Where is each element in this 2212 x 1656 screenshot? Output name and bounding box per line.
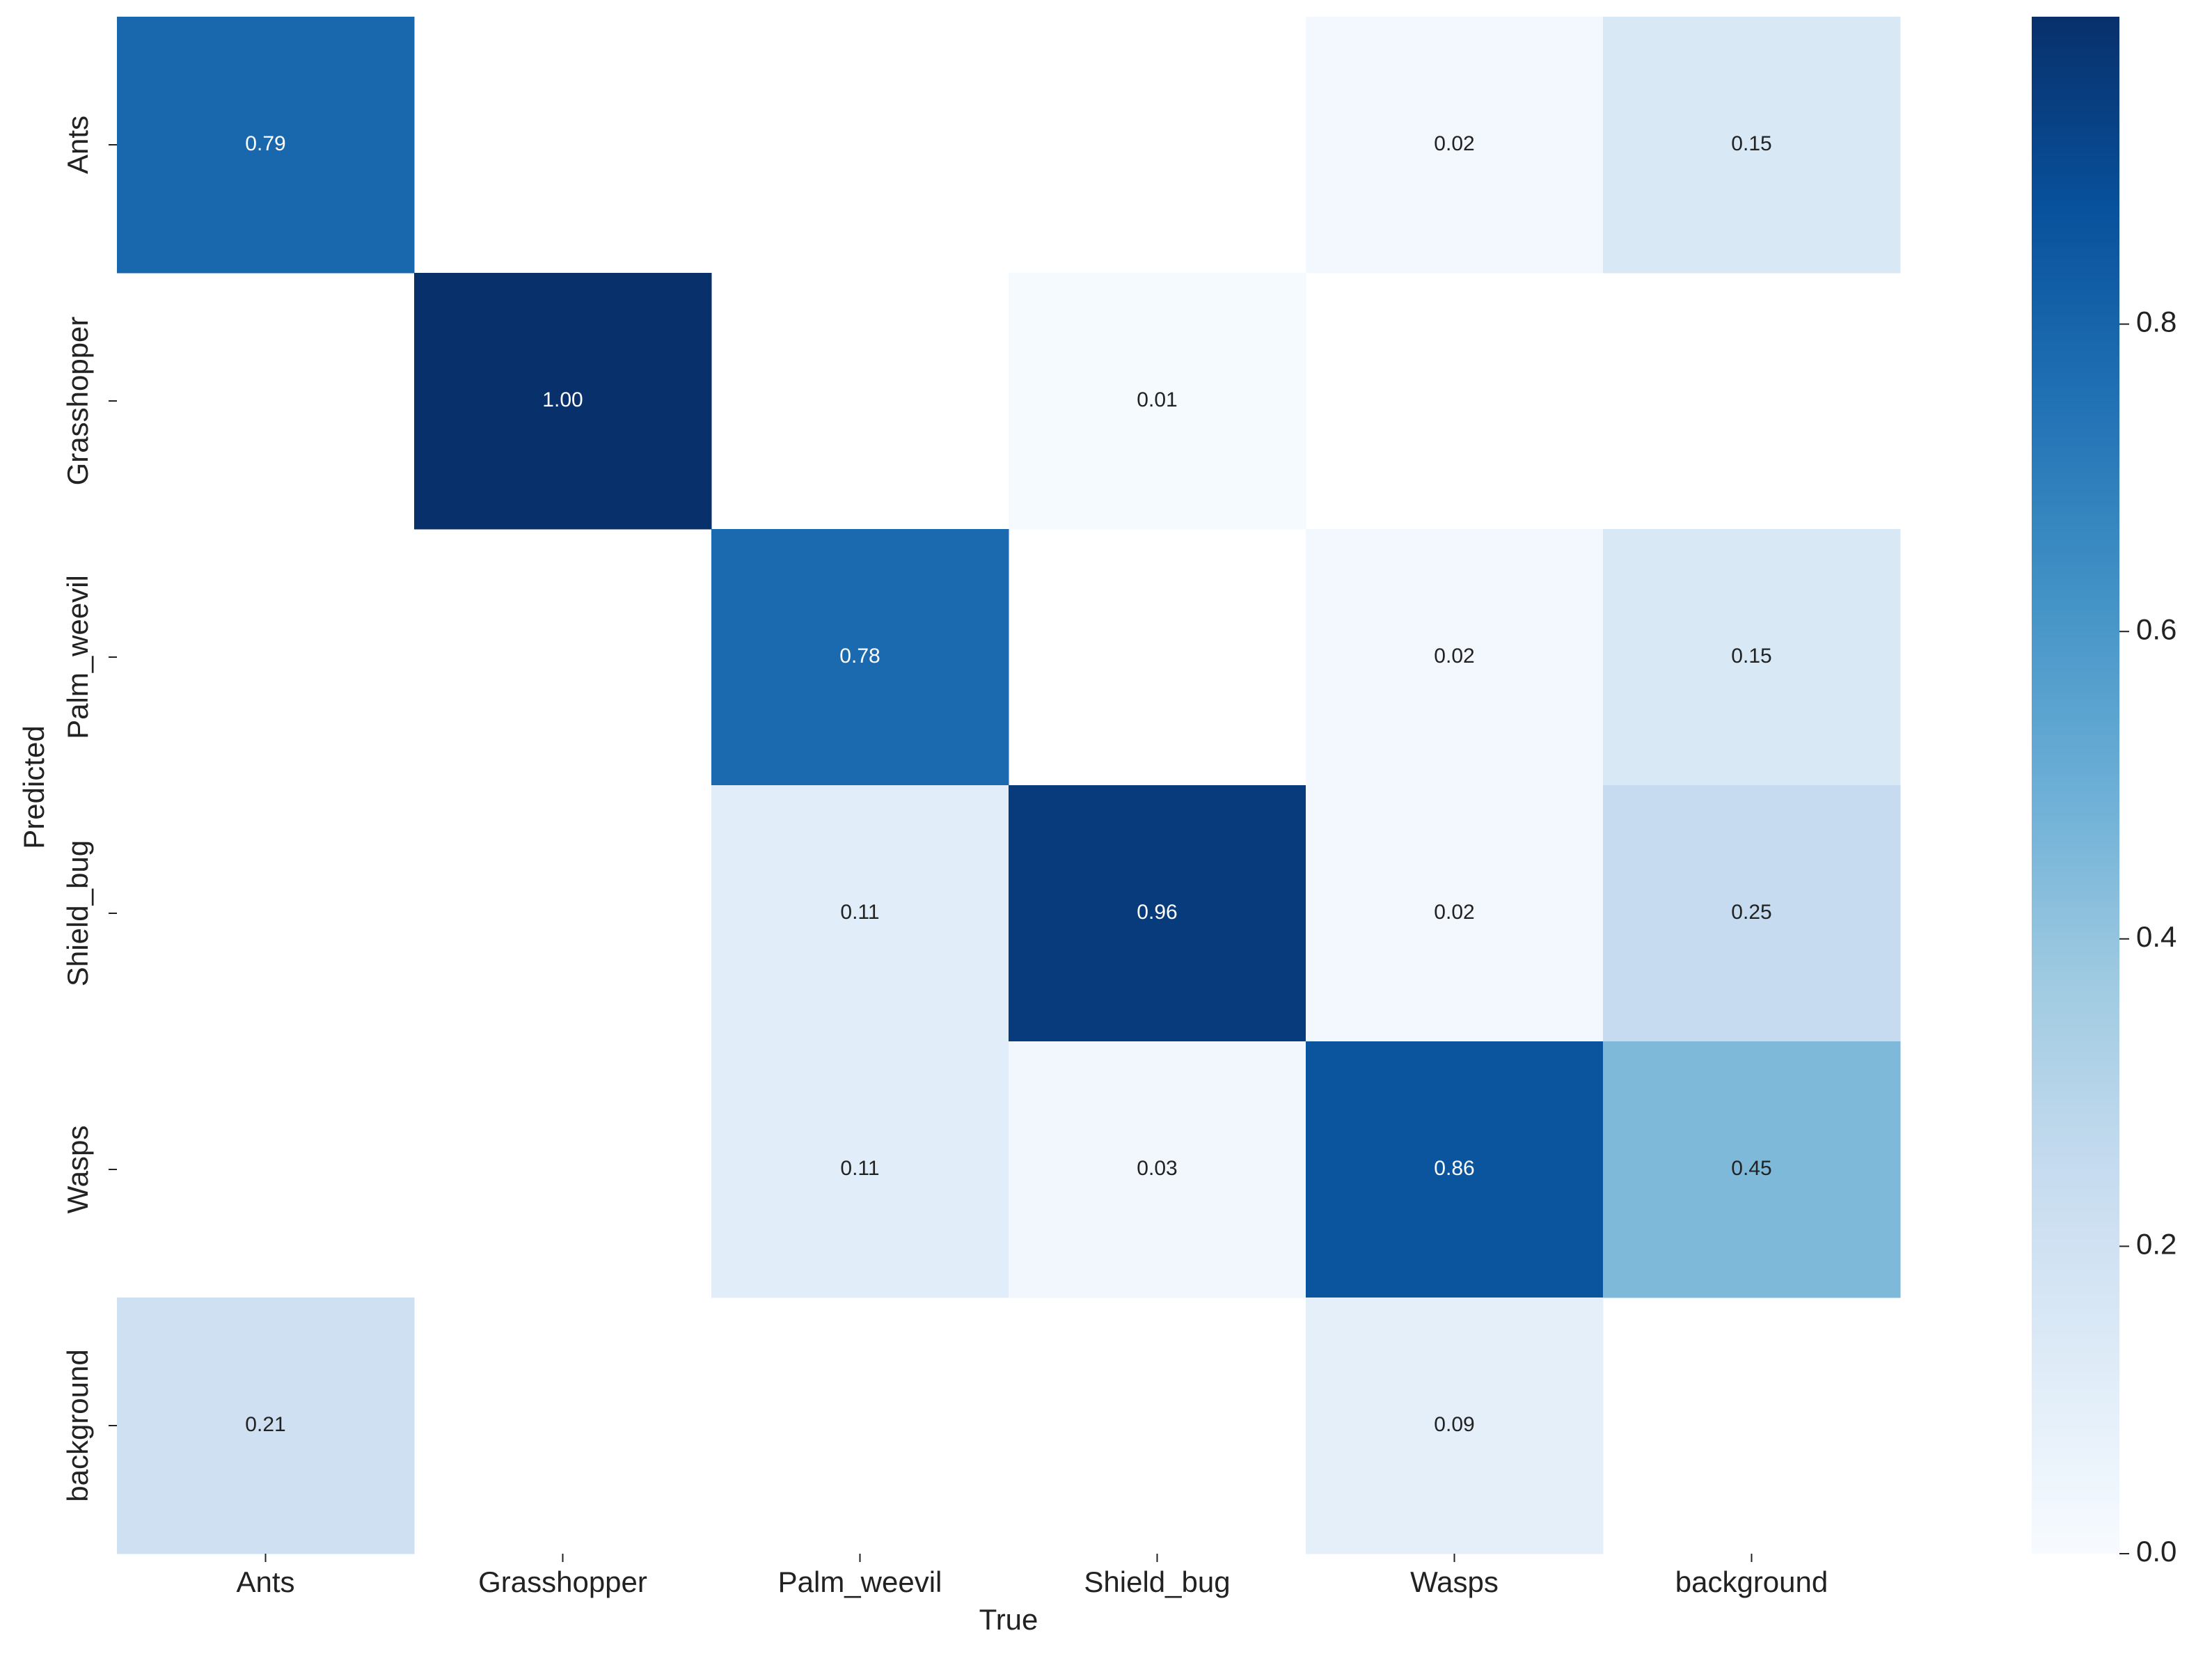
colorbar-tick-label: 0.4 — [2136, 920, 2177, 953]
cell-label: 0.86 — [1434, 1157, 1474, 1180]
cell-label: 0.25 — [1731, 901, 1771, 924]
cell-label: 0.15 — [1731, 132, 1771, 155]
y-tick-label: Shield_bug — [61, 840, 94, 986]
cell-label: 0.03 — [1137, 1157, 1177, 1180]
heatmap-cell — [117, 1298, 415, 1554]
cell-label: 0.02 — [1434, 132, 1474, 155]
cell-label: 0.09 — [1434, 1413, 1474, 1436]
x-tick-label: Wasps — [1410, 1566, 1499, 1598]
cell-label: 0.15 — [1731, 645, 1771, 668]
colorbar-tick-label: 0.6 — [2136, 613, 2177, 645]
y-axis-title: Predicted — [17, 725, 50, 849]
cell-label: 0.02 — [1434, 645, 1474, 668]
x-axis-title: True — [979, 1603, 1038, 1636]
y-tick-label: Grasshopper — [61, 317, 94, 486]
colorbar-tick-label: 0.0 — [2136, 1535, 2177, 1568]
heatmap-cell — [1306, 1298, 1604, 1554]
cell-label: 0.11 — [840, 901, 879, 924]
heatmap-cell — [1306, 785, 1604, 1042]
heatmap-cell — [711, 785, 1009, 1042]
heatmap-cell — [1306, 17, 1604, 274]
heatmap-cell — [1009, 273, 1306, 530]
heatmap-cell — [711, 529, 1009, 786]
y-tick-label: background — [61, 1349, 94, 1502]
y-tick-label: Ants — [61, 116, 94, 174]
x-tick-label: Palm_weevil — [778, 1566, 942, 1598]
colorbar — [2032, 17, 2119, 1554]
cell-label: 0.11 — [840, 1157, 879, 1180]
heatmap-cell — [1306, 529, 1604, 786]
heatmap-cell — [1306, 1041, 1604, 1298]
heatmap-cell — [414, 273, 712, 530]
heatmap-cell — [711, 1041, 1009, 1298]
heatmap-cell — [1603, 529, 1901, 786]
heatmap-cell — [1009, 1041, 1306, 1298]
cell-label: 0.78 — [839, 645, 880, 668]
colorbar-tick-label: 0.8 — [2136, 306, 2177, 338]
x-tick-label: background — [1675, 1566, 1828, 1598]
cell-label: 0.96 — [1137, 901, 1177, 924]
cell-label: 0.21 — [245, 1413, 285, 1436]
cell-label: 0.79 — [245, 132, 285, 155]
cell-label: 0.45 — [1731, 1157, 1771, 1180]
cell-label: 0.02 — [1434, 901, 1474, 924]
y-tick-label: Palm_weevil — [61, 575, 94, 739]
x-tick-label: Grasshopper — [478, 1566, 647, 1598]
heatmap-cell — [1009, 785, 1306, 1042]
cell-label: 1.00 — [542, 388, 583, 411]
heatmap-cell — [1603, 785, 1901, 1042]
heatmap-cell — [117, 17, 415, 274]
heatmap-cell — [1603, 1041, 1901, 1298]
cell-label: 0.01 — [1137, 388, 1177, 411]
y-tick-label: Wasps — [61, 1126, 94, 1214]
colorbar-tick-label: 0.2 — [2136, 1227, 2177, 1260]
x-tick-label: Shield_bug — [1084, 1566, 1230, 1598]
x-tick-label: Ants — [236, 1566, 294, 1598]
heatmap-cell — [1603, 17, 1901, 274]
